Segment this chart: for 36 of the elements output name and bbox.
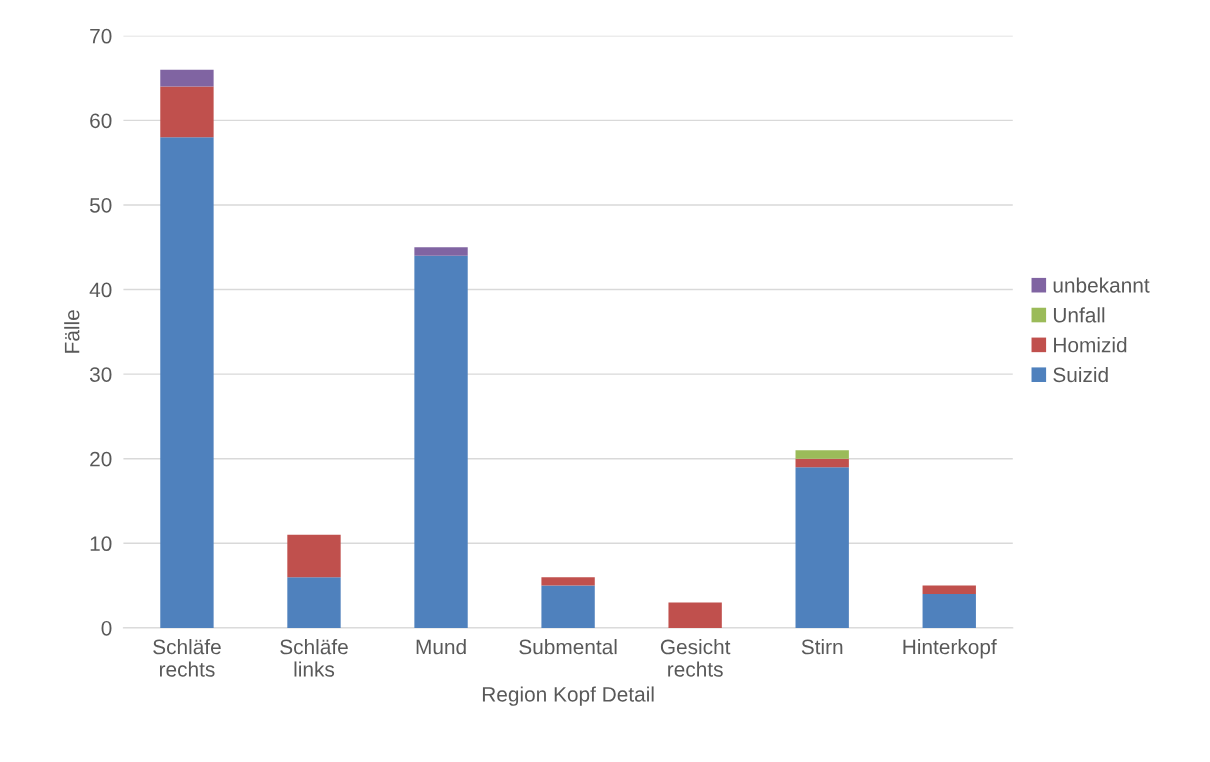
x-axis-title: Region Kopf Detail xyxy=(482,686,654,706)
bar xyxy=(922,594,976,628)
bar xyxy=(541,577,595,586)
bar xyxy=(414,247,468,256)
y-tick-label: 30 xyxy=(89,367,112,382)
x-tick-label: Mund xyxy=(416,639,466,655)
bar xyxy=(795,467,849,628)
bar xyxy=(160,69,214,87)
bar xyxy=(287,577,341,628)
x-tick-label: Gesicht rechts xyxy=(660,639,731,677)
y-tick-label: 20 xyxy=(90,451,112,467)
legend-label: Suizid xyxy=(1053,366,1108,383)
bar xyxy=(541,585,595,628)
y-tick-label: 40 xyxy=(89,282,112,298)
y-tick-label: 10 xyxy=(90,536,112,552)
bar xyxy=(795,450,849,459)
x-tick-label: Stirn xyxy=(801,639,843,655)
bar xyxy=(795,458,849,468)
y-tick-label: 70 xyxy=(90,28,112,44)
y-tick-label: 60 xyxy=(90,113,112,129)
bar xyxy=(160,137,214,628)
x-tick-label: Submental xyxy=(519,639,617,655)
legend-label: unbekannt xyxy=(1053,277,1150,293)
bar xyxy=(922,585,976,595)
legend-label: Homizid xyxy=(1054,337,1127,353)
y-axis-title: Fälle xyxy=(64,310,80,353)
x-tick-label: Hinterkopf xyxy=(903,639,997,659)
bar xyxy=(668,602,722,628)
legend-label: Unfall xyxy=(1053,307,1105,323)
y-tick-label: 50 xyxy=(89,197,112,213)
x-tick-label: Schläfe rechts xyxy=(153,639,221,677)
bar xyxy=(414,255,468,628)
x-tick-label: Schläfe links xyxy=(280,639,348,677)
bar xyxy=(287,534,341,578)
bar xyxy=(160,86,214,138)
y-tick-label: 0 xyxy=(101,620,112,636)
